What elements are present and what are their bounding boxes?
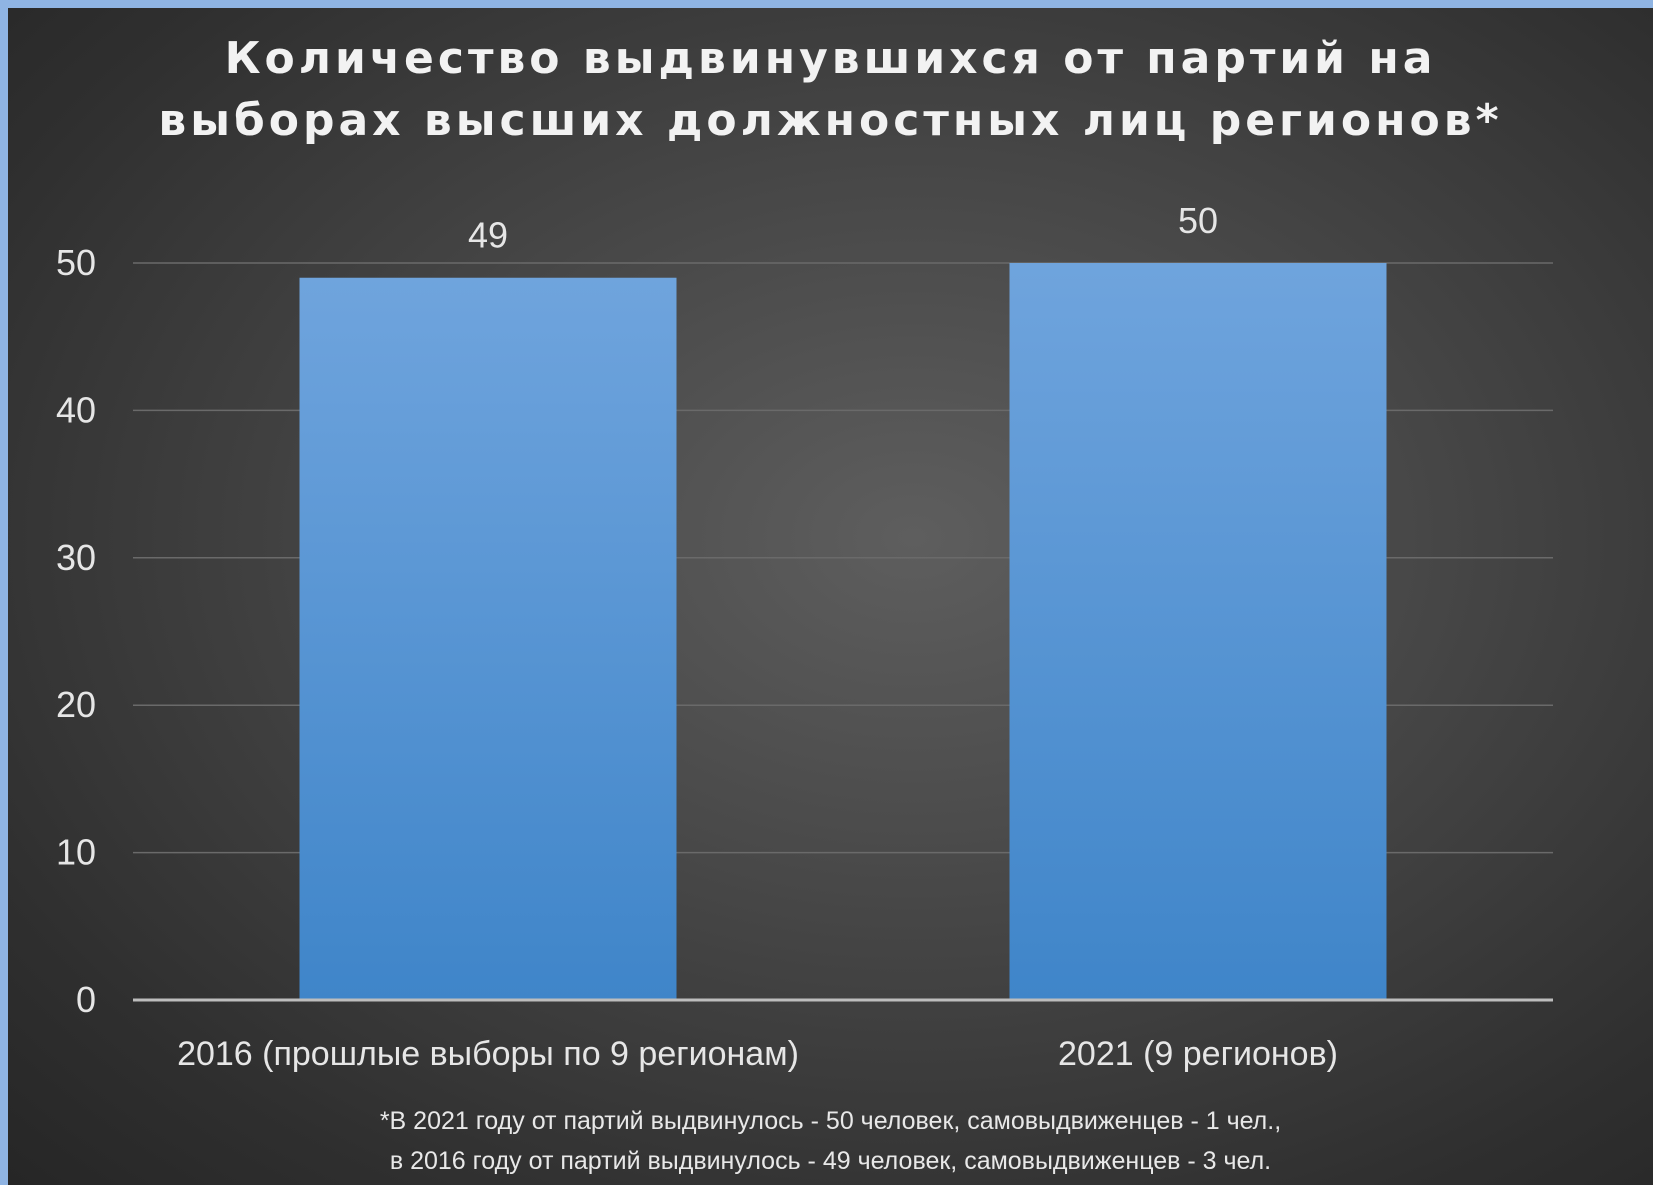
x-tick-label-1: 2021 (9 регионов): [1058, 1035, 1338, 1073]
chart-title: Количество выдвинувшихся от партий на вы…: [8, 28, 1653, 152]
y-tick-label-20: 20: [56, 684, 96, 725]
y-tick-label-50: 50: [56, 242, 96, 283]
bars: [299, 263, 1387, 1000]
y-tick-label-10: 10: [56, 832, 96, 873]
bar-0: [299, 277, 677, 1000]
data-label-0: 49: [468, 215, 508, 256]
x-axis-ticks: 2016 (прошлые выборы по 9 регионам) 2021 …: [177, 1035, 1338, 1073]
chart-title-line-1: Количество выдвинувшихся от партий на: [224, 33, 1437, 84]
chart-footnote: *В 2021 году от партий выдвинулось - 50 …: [8, 1101, 1653, 1181]
y-axis-ticks: 0 10 20 30 40 50: [56, 242, 96, 1020]
chart-frame: Количество выдвинувшихся от партий на вы…: [8, 8, 1653, 1185]
bar-1: [1009, 263, 1387, 1000]
bar-chart: 0 10 20 30 40 50 49 50 2016 (прошлые выборы по…: [56, 200, 1553, 1073]
y-tick-label-40: 40: [56, 389, 96, 430]
data-label-1: 50: [1178, 200, 1218, 241]
y-tick-label-0: 0: [76, 979, 96, 1020]
footnote-line-1: *В 2021 году от партий выдвинулось - 50 …: [379, 1107, 1282, 1135]
data-labels: 49 50: [468, 200, 1218, 256]
x-tick-label-0: 2016 (прошлые выборы по 9 регионам): [177, 1035, 799, 1073]
chart-title-line-2: выборах высших должностных лиц регионов*: [158, 95, 1503, 146]
y-tick-label-30: 30: [56, 537, 96, 578]
footnote-line-2: в 2016 году от партий выдвинулось - 49 ч…: [389, 1147, 1272, 1175]
